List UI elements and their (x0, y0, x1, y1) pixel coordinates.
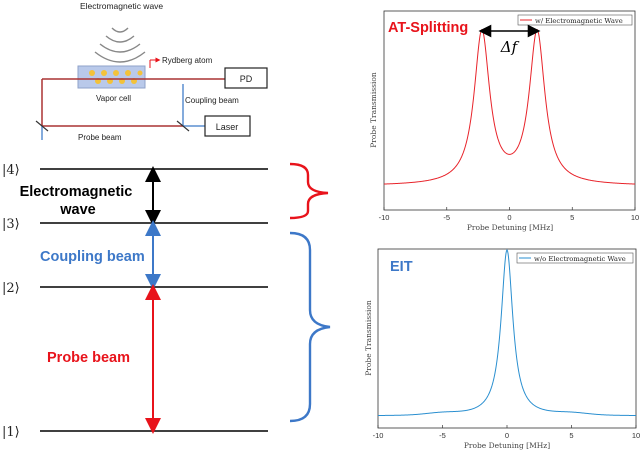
level-3-label: |3⟩ (2, 217, 20, 232)
em-wave-text-line1: Electromagnetic (20, 184, 133, 200)
probe-text: Probe beam (47, 350, 130, 366)
x-tick-label: 10 (632, 431, 640, 440)
em-wave-text: Electromagnetic wave (20, 184, 137, 218)
wave-icon (94, 27, 146, 63)
chart-eit-xlabel: Probe Detuning [MHz] (464, 441, 550, 450)
pd-box (224, 67, 268, 89)
chart-at-legend-text: w/ Electromagnetic Wave (535, 17, 623, 25)
chart-eit-legend-text: w/o Electromagnetic Wave (534, 255, 626, 263)
x-tick-label: 5 (570, 213, 574, 222)
rydberg-label: Rydberg atom (162, 56, 213, 65)
chart-eit-ylabel: Probe Transmission (364, 300, 373, 376)
mirror-right (176, 120, 190, 132)
x-tick-label: -5 (439, 431, 446, 440)
x-tick-label: 10 (631, 213, 639, 222)
probe-label: Probe beam (78, 133, 122, 142)
chart-at-xlabel: Probe Detuning [MHz] (467, 223, 553, 232)
coupling-text: Coupling beam (40, 249, 145, 265)
vapor-cell (77, 65, 146, 89)
energy-levels: |4⟩ |3⟩ |2⟩ |1⟩ Electromagnetic wave Cou… (2, 162, 331, 440)
chart-at-legend: w/ Electromagnetic Wave (517, 14, 633, 26)
x-tick-label: -10 (379, 213, 390, 222)
chart-at-series (383, 29, 636, 185)
chart-at-df-label: Δf (500, 38, 520, 56)
vapor-cell-label: Vapor cell (96, 94, 131, 103)
chart-at-title: AT-Splitting (388, 20, 468, 36)
level-2-label: |2⟩ (2, 281, 20, 296)
setup-schematic: Electromagnetic wave Rydberg atom Vapor … (35, 1, 268, 142)
red-brace (289, 162, 329, 220)
laser-label: Laser (216, 122, 239, 132)
mirror-left (35, 120, 49, 132)
chart-eit-legend: w/o Electromagnetic Wave (516, 252, 634, 264)
chart-at: -10 -5 0 5 10 AT-Splitting w/ Electromagneti… (369, 10, 639, 232)
chart-eit-title: EIT (390, 259, 413, 275)
chart-eit-ticks: -10 -5 0 5 10 (373, 425, 640, 440)
level-4-label: |4⟩ (2, 163, 20, 178)
coupling-label: Coupling beam (185, 96, 239, 105)
x-tick-label: 0 (507, 213, 511, 222)
em-wave-label: Electromagnetic wave (80, 1, 163, 11)
blue-brace (289, 231, 331, 423)
chart-at-frame (383, 10, 636, 211)
em-wave-text-line2: wave (59, 202, 95, 218)
chart-at-ticks: -10 -5 0 5 10 (379, 207, 639, 222)
chart-at-ylabel: Probe Transmission (369, 72, 378, 148)
laser-box (204, 115, 251, 137)
chart-eit: -10 -5 0 5 10 EIT w/o Electromagnetic Wave P… (364, 248, 640, 450)
x-tick-label: 5 (569, 431, 573, 440)
chart-eit-frame (377, 248, 637, 429)
level-1-label: |1⟩ (2, 425, 20, 440)
chart-eit-series (377, 249, 637, 416)
x-tick-label: -5 (443, 213, 450, 222)
x-tick-label: -10 (373, 431, 384, 440)
x-tick-label: 0 (505, 431, 509, 440)
pd-label: PD (240, 74, 253, 84)
